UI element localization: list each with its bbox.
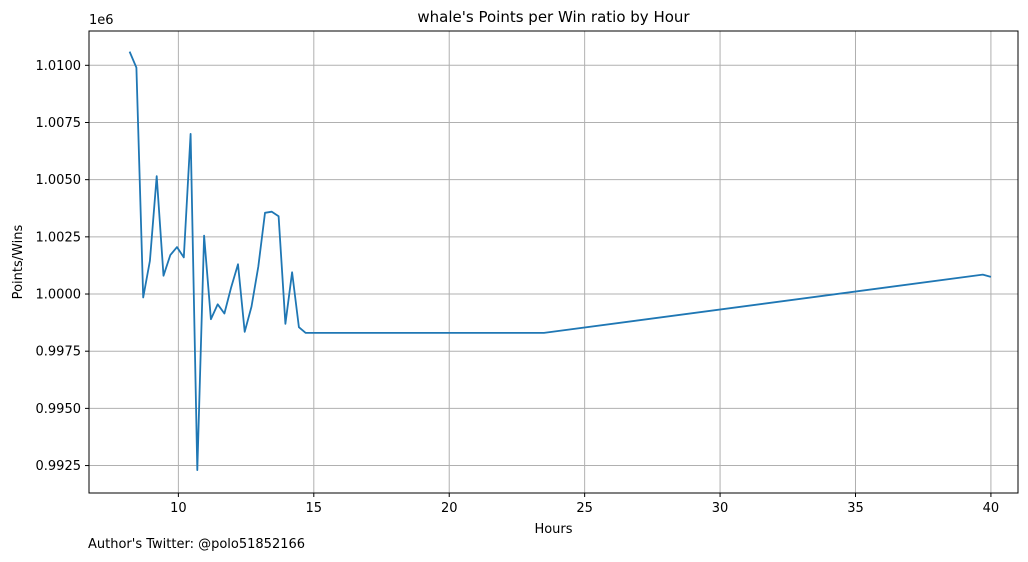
x-tick-label: 30	[712, 501, 729, 516]
author-footer: Author's Twitter: @polo51852166	[88, 537, 306, 552]
y-axis-label: Points/Wins	[11, 224, 26, 299]
y-tick-label: 0.9950	[36, 402, 82, 417]
ticks: 10 15 20 25 30 35 40 0.9925 0.9950 0.9975 1.0000 1.…	[36, 59, 1000, 516]
y-tick-label: 0.9925	[36, 459, 82, 474]
x-tick-label: 40	[983, 501, 1000, 516]
series-layer	[128, 51, 992, 472]
x-tick-label: 20	[441, 501, 458, 516]
x-tick-label: 25	[576, 501, 593, 516]
x-tick-label: 35	[847, 501, 864, 516]
x-tick-label: 15	[306, 501, 323, 516]
y-tick-label: 1.0000	[36, 288, 82, 303]
y-tick-label: 1.0050	[36, 173, 82, 188]
y-tick-label: 1.0025	[36, 230, 82, 245]
x-axis-label: Hours	[534, 522, 572, 537]
y-tick-label: 1.0100	[36, 59, 82, 74]
y-tick-label: 1.0075	[36, 116, 82, 131]
series-line	[128, 51, 992, 472]
grid	[89, 31, 1018, 493]
y-tick-label: 0.9975	[36, 345, 82, 360]
chart-title: whale's Points per Win ratio by Hour	[417, 8, 690, 26]
x-tick-label: 10	[170, 501, 187, 516]
plot-frame	[88, 30, 1019, 494]
y-axis-offset-label: 1e6	[89, 13, 114, 28]
